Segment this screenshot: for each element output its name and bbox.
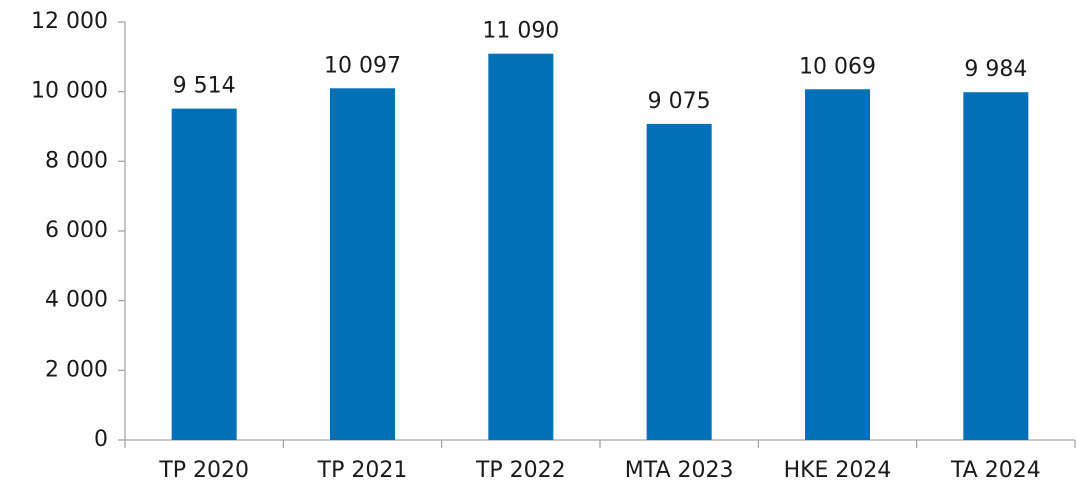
x-tick-label: MTA 2023: [625, 458, 734, 483]
x-tick-label: TP 2020: [158, 458, 249, 483]
y-tick-label: 4 000: [45, 288, 108, 313]
bar: [646, 123, 712, 440]
x-tick-label: TP 2021: [317, 458, 408, 483]
value-label: 10 069: [799, 54, 876, 79]
value-label: 10 097: [324, 53, 401, 78]
x-tick-label: TP 2022: [475, 458, 566, 483]
value-label: 9 075: [648, 89, 711, 114]
bar: [330, 88, 395, 440]
bar: [171, 108, 237, 440]
y-tick-label: 2 000: [45, 357, 108, 382]
y-tick-label: 8 000: [45, 148, 108, 173]
value-label: 9 984: [964, 57, 1027, 82]
y-tick-label: 0: [94, 427, 108, 452]
y-tick-label: 12 000: [31, 9, 108, 34]
bar: [963, 92, 1029, 440]
y-tick-label: 6 000: [45, 218, 108, 243]
bar: [805, 89, 870, 440]
y-tick-label: 10 000: [31, 79, 108, 104]
bar: [488, 53, 554, 440]
x-tick-label: TA 2024: [950, 458, 1041, 483]
value-label: 11 090: [482, 19, 559, 44]
x-tick-label: HKE 2024: [784, 458, 892, 483]
value-label: 9 514: [173, 74, 236, 99]
